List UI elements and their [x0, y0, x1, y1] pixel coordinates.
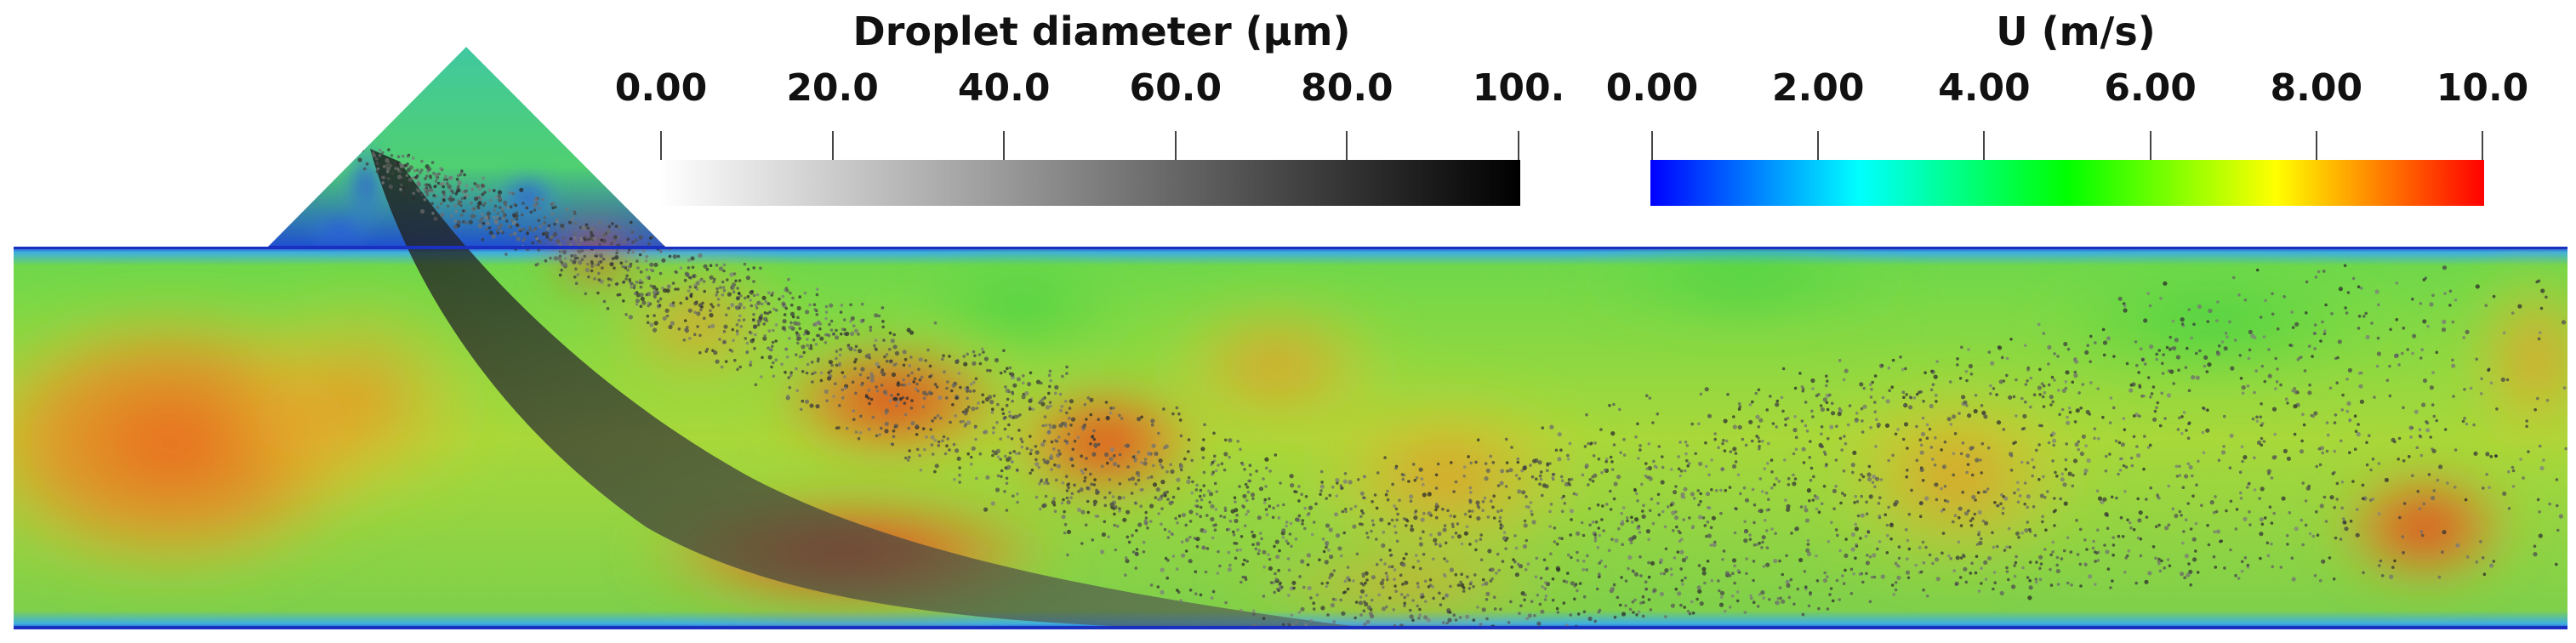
- droplet-tick-mark: [1003, 131, 1006, 160]
- velocity-tick-mark: [2482, 131, 2483, 160]
- droplet-tick-label: 60.0: [1129, 66, 1222, 110]
- droplet-tick-mark: [1346, 131, 1348, 160]
- droplet-tick-mark: [831, 131, 834, 160]
- droplet-tick-label: 40.0: [957, 66, 1051, 110]
- droplet-tick-label: 80.0: [1301, 66, 1393, 110]
- velocity-tick-mark: [1651, 131, 1653, 160]
- droplet-tick-mark: [1174, 131, 1177, 160]
- velocity-tick-mark: [2315, 131, 2317, 160]
- spray-droplets: [357, 148, 2567, 629]
- velocity-tick-label: 8.00: [2270, 66, 2363, 110]
- droplet-colorbar-title: Droplet diameter (µm): [852, 9, 1351, 54]
- velocity-tick-label: 10.0: [2436, 66, 2529, 110]
- velocity-tick-label: 2.00: [1771, 66, 1865, 110]
- droplet-tick-label: 100.: [1472, 66, 1565, 110]
- velocity-tick-label: 0.00: [1605, 66, 1699, 110]
- droplet-tick-label: 20.0: [786, 66, 879, 110]
- droplet-tick-mark: [1518, 131, 1519, 160]
- velocity-tick-mark: [1817, 131, 1820, 160]
- velocity-tick-mark: [1983, 131, 1986, 160]
- velocity-colorbar-title: U (m/s): [1996, 9, 2156, 54]
- droplet-tick-mark: [660, 131, 662, 160]
- velocity-colorbar: [1650, 160, 2484, 206]
- velocity-tick-label: 4.00: [1938, 66, 2031, 110]
- droplet-colorbar: [659, 160, 1520, 206]
- velocity-tick-mark: [2149, 131, 2151, 160]
- droplet-tick-label: 0.00: [614, 66, 708, 110]
- spray-core: [370, 149, 1378, 629]
- velocity-tick-label: 6.00: [2104, 66, 2197, 110]
- velocity-field: [14, 47, 2567, 629]
